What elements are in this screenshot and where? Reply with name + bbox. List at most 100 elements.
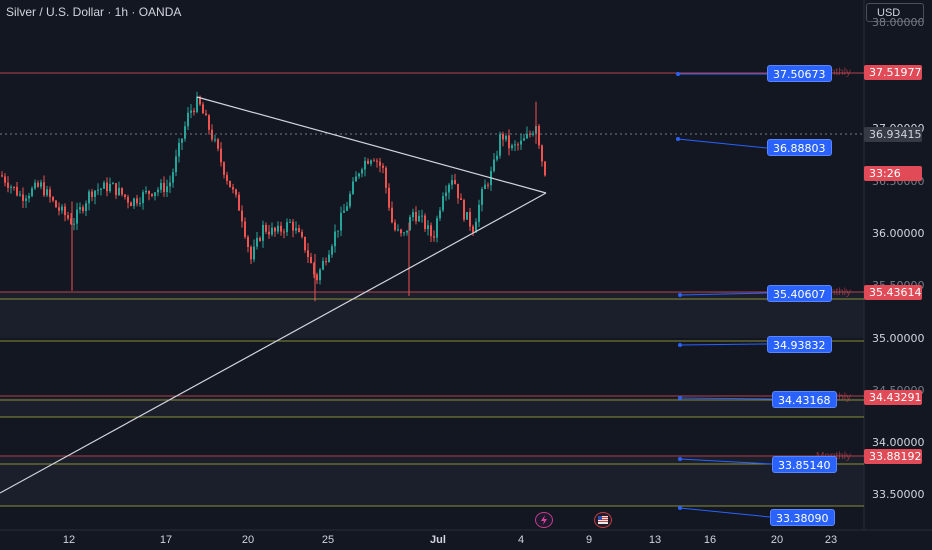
candle-body (343, 210, 345, 213)
lightning-event-icon[interactable] (535, 512, 553, 528)
x-tick: 4 (517, 534, 525, 546)
candle-body (136, 198, 138, 204)
candle-body (4, 176, 6, 183)
candle-body (163, 182, 165, 192)
candle-body (469, 212, 471, 227)
candle-body (247, 236, 249, 248)
candle-body (295, 228, 297, 231)
candle-body (49, 189, 51, 198)
us-flag-event-icon[interactable] (594, 512, 612, 528)
candle-body (115, 183, 117, 195)
y-tick-38: 38.00000 (872, 16, 925, 29)
candle-body (289, 221, 291, 223)
candle-body (532, 133, 534, 135)
candle-body (211, 129, 213, 140)
candle-body (70, 218, 72, 224)
candle-body (436, 218, 438, 238)
candle-body (379, 161, 381, 166)
candle-body (91, 191, 93, 197)
projection-label-4[interactable]: 34.93832 (767, 336, 832, 353)
projection-connector (679, 397, 773, 400)
projection-label-3[interactable]: 35.40607 (767, 285, 832, 302)
projection-connector (679, 507, 771, 518)
candle-body (28, 195, 30, 199)
candle-body (325, 261, 327, 263)
candle-body (265, 224, 267, 232)
candle-body (271, 227, 273, 235)
candle-body (439, 210, 441, 219)
candle-body (124, 194, 126, 197)
zone-band (0, 292, 864, 338)
candle-body (106, 182, 108, 192)
candle-body (337, 230, 339, 232)
candle-body (181, 138, 183, 143)
projection-connector (679, 292, 768, 296)
candle-body (103, 182, 105, 189)
candle-body (544, 161, 546, 176)
candle-body (109, 183, 111, 192)
candle-body (448, 184, 450, 193)
candle-body (418, 215, 420, 222)
candle-body (385, 167, 387, 188)
candle-body (34, 182, 36, 189)
candle-body (61, 206, 63, 211)
candle-body (154, 192, 156, 196)
candle-body (433, 236, 435, 238)
candle-body (67, 215, 69, 219)
candle-body (235, 189, 237, 195)
symbol-title: Silver / U.S. Dollar · 1h · OANDA (6, 5, 182, 19)
candle-body (118, 187, 120, 195)
projection-label-2[interactable]: 36.88803 (767, 139, 832, 156)
candle-body (409, 217, 411, 231)
candle-body (85, 203, 87, 211)
x-tick: 12 (62, 534, 76, 546)
candle-body (241, 210, 243, 222)
candle-body (496, 155, 498, 160)
zone-band (0, 457, 864, 506)
monthly-label: Monthly (816, 67, 852, 78)
projection-connector (677, 138, 768, 149)
currency-button[interactable]: USD (866, 3, 924, 22)
candle-body (190, 110, 192, 113)
candle-body (454, 180, 456, 184)
candle-body (421, 215, 423, 217)
projection-connector (679, 458, 773, 465)
projection-label-6[interactable]: 33.85140 (772, 456, 837, 473)
candle-body (340, 212, 342, 231)
projection-label-7[interactable]: 33.38090 (770, 509, 835, 526)
projection-label-5[interactable]: 34.43168 (772, 391, 837, 408)
candle-body (304, 236, 306, 251)
candle-body (331, 246, 333, 255)
candle-body (73, 223, 75, 225)
candle-body (205, 113, 207, 116)
candle-body (127, 196, 129, 203)
price-badge-33-88192: 33.88192 (864, 449, 922, 464)
candle-body (55, 200, 57, 208)
candle-body (415, 212, 417, 222)
candle-body (403, 232, 405, 234)
candle-body (394, 222, 396, 230)
x-tick: 13 (648, 534, 662, 546)
candle-body (358, 173, 360, 177)
projection-point (678, 506, 682, 510)
candle-body (355, 176, 357, 182)
candle-body (346, 206, 348, 211)
candle-body (130, 202, 132, 207)
candle-body (382, 165, 384, 168)
countdown-badge: 33:26 (864, 166, 922, 181)
candle-body (307, 250, 309, 257)
candle-body (40, 182, 42, 187)
projection-label-1[interactable]: 37.50673 (767, 65, 832, 82)
candle-body (31, 188, 33, 196)
candle-body (538, 125, 540, 146)
y-tick-36: 36.00000 (872, 227, 925, 240)
x-tick: 20 (770, 534, 784, 546)
candle-body (412, 212, 414, 218)
descending-trend-line (196, 96, 547, 194)
candle-body (193, 110, 195, 113)
candle-body (238, 194, 240, 211)
candle-body (493, 159, 495, 171)
candle-body (457, 183, 459, 199)
candle-body (202, 104, 204, 114)
